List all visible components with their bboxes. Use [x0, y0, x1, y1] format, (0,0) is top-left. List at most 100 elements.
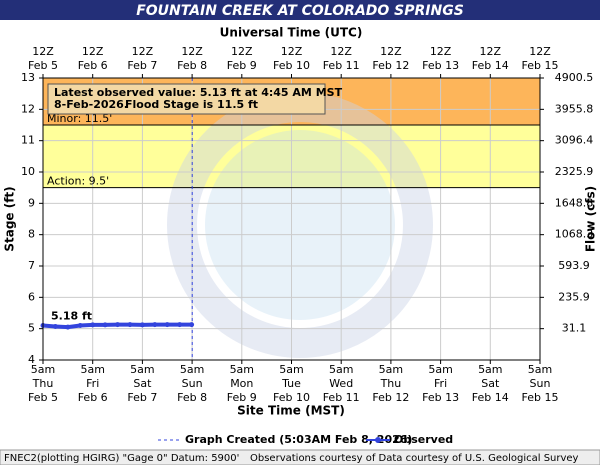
x2-tick-label: Feb 9	[227, 59, 257, 72]
y2-tick-label: 3955.8	[555, 102, 594, 115]
x2-tick-label: Feb 8	[177, 59, 207, 72]
x2-tick-label: 12Z	[82, 45, 104, 58]
x-tick-label: Feb 6	[78, 391, 108, 404]
data-point	[102, 322, 108, 328]
x-tick-label: Feb 13	[422, 391, 459, 404]
y-tick-label: 7	[28, 259, 35, 272]
y2-tick-label: 1068.3	[555, 228, 594, 241]
data-point	[90, 322, 96, 328]
x2-tick-label: Feb 12	[372, 59, 409, 72]
x2-tick-label: Feb 14	[472, 59, 509, 72]
x-tick-label: Sat	[481, 377, 500, 390]
x2-tick-label: 12Z	[231, 45, 253, 58]
x-tick-label: 5am	[31, 363, 55, 376]
x-tick-label: 5am	[130, 363, 154, 376]
x2-tick-label: Feb 15	[522, 59, 559, 72]
y2-axis-title: Flow (cfs)	[584, 186, 598, 252]
x-tick-label: Fri	[86, 377, 99, 390]
x-tick-label: 5am	[528, 363, 552, 376]
x-tick-label: 5am	[279, 363, 303, 376]
data-point	[139, 322, 145, 328]
data-point	[164, 322, 170, 328]
title-bar	[0, 0, 600, 20]
x2-tick-label: 12Z	[132, 45, 154, 58]
x-tick-label: 5am	[428, 363, 452, 376]
x-tick-label: Thu	[380, 377, 402, 390]
x-tick-label: Feb 8	[177, 391, 207, 404]
x-tick-label: Feb 11	[323, 391, 360, 404]
data-point	[115, 322, 121, 328]
y2-tick-label: 2325.9	[555, 165, 594, 178]
x2-tick-label: Feb 13	[422, 59, 459, 72]
annotation-text: Latest observed value: 5.13 ft at 4:45 A…	[54, 86, 343, 99]
x2-tick-label: Feb 6	[78, 59, 108, 72]
y2-tick-label: 235.9	[558, 290, 590, 303]
x-tick-label: 5am	[329, 363, 353, 376]
y-tick-label: 8	[28, 228, 35, 241]
y-tick-label: 12	[21, 102, 35, 115]
x-tick-label: Mon	[230, 377, 253, 390]
x2-tick-label: Feb 5	[28, 59, 58, 72]
y2-tick-label: 3096.4	[555, 134, 594, 147]
plot-border	[42, 77, 541, 361]
y-tick-label: 9	[28, 196, 35, 209]
data-point	[152, 322, 158, 328]
x-tick-label: 5am	[180, 363, 204, 376]
x-tick-label: Feb 15	[522, 391, 559, 404]
x2-tick-label: Feb 11	[323, 59, 360, 72]
footer-bar	[0, 449, 600, 465]
x-tick-label: Feb 9	[227, 391, 257, 404]
x-tick-label: Fri	[434, 377, 447, 390]
x-tick-label: 5am	[80, 363, 104, 376]
x2-tick-label: Feb 10	[273, 59, 310, 72]
chart-title: FOUNTAIN CREEK AT COLORADO SPRINGS	[136, 3, 464, 19]
annotation-box	[47, 83, 326, 115]
x-tick-label: 5am	[230, 363, 254, 376]
x2-axis-title: Universal Time (UTC)	[220, 26, 363, 40]
y-tick-label: 13	[21, 71, 35, 84]
data-point	[177, 322, 183, 328]
y2-tick-label: 31.1	[562, 322, 587, 335]
footer-text: FNEC2(plotting HGIRG) "Gage 0" Datum: 59…	[4, 453, 239, 464]
x-tick-label: Tue	[281, 377, 301, 390]
y-tick-label: 11	[21, 134, 35, 147]
x2-tick-label: 12Z	[380, 45, 402, 58]
x2-tick-label: 12Z	[480, 45, 502, 58]
x-tick-label: Feb 7	[127, 391, 157, 404]
annotation-text: Flood Stage is 11.5 ft	[125, 98, 258, 111]
data-point	[127, 322, 133, 328]
data-point	[189, 322, 195, 328]
x2-tick-label: 12Z	[529, 45, 551, 58]
threshold-label: Minor: 11.5'	[47, 112, 112, 125]
x-tick-label: Sat	[133, 377, 152, 390]
x-tick-label: Feb 5	[28, 391, 58, 404]
x2-tick-label: 12Z	[32, 45, 54, 58]
y-tick-label: 4	[28, 353, 35, 366]
y-tick-label: 6	[28, 290, 35, 303]
y-axis-title: Stage (ft)	[3, 186, 17, 251]
data-point	[77, 323, 83, 329]
legend-label: Graph Created (5:03AM Feb 8, 2026)	[185, 433, 412, 446]
x-tick-label: Sun	[530, 377, 551, 390]
x2-tick-label: 12Z	[330, 45, 352, 58]
y2-tick-label: 4900.5	[555, 71, 594, 84]
y2-tick-label: 593.9	[558, 259, 590, 272]
legend-swatch	[375, 437, 381, 443]
footer-text: Observations courtesy of Data courtesy o…	[250, 453, 579, 464]
threshold-label: Action: 9.5'	[47, 175, 109, 188]
x-tick-label: 5am	[478, 363, 502, 376]
x-axis-title: Site Time (MST)	[237, 404, 345, 418]
x-tick-label: 5am	[379, 363, 403, 376]
x-tick-label: Wed	[329, 377, 353, 390]
y-tick-label: 10	[21, 165, 35, 178]
y-tick-label: 5	[28, 322, 35, 335]
annotation-text: 8-Feb-2026.	[54, 98, 128, 111]
data-point	[52, 323, 58, 329]
x2-tick-label: 12Z	[430, 45, 452, 58]
x-tick-label: Thu	[32, 377, 54, 390]
x-tick-label: Feb 14	[472, 391, 509, 404]
y2-tick-label: 1648.8	[555, 196, 594, 209]
x-tick-label: Sun	[182, 377, 203, 390]
x-tick-label: Feb 12	[372, 391, 409, 404]
